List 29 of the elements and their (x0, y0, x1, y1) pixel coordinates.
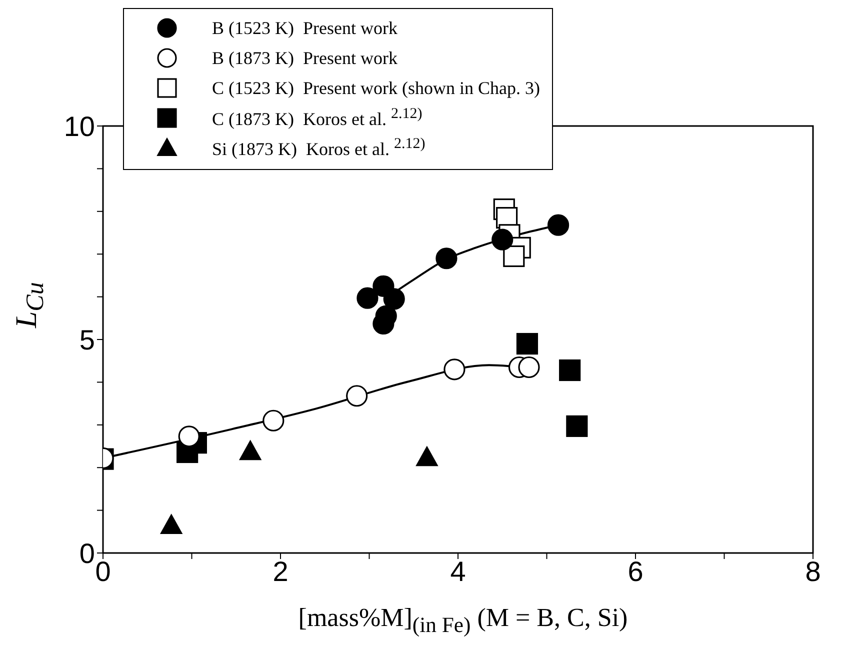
legend-label: C (1523 K) Present work (shown in Chap. 3) (212, 78, 540, 98)
point (518, 356, 540, 378)
point (416, 446, 438, 466)
point (566, 415, 588, 437)
point (160, 514, 182, 534)
point (492, 228, 514, 250)
legend-label: C (1873 K) Koros et al. $^{2.12)}$ (212, 106, 422, 130)
point (516, 332, 538, 355)
point (178, 426, 200, 448)
point (240, 440, 262, 460)
point (503, 245, 525, 268)
point (346, 385, 368, 407)
point (383, 288, 405, 310)
x-axis-title: [mass%M]$_{(in Fe)}$ (M = B, C, Si) (297, 603, 629, 638)
point (547, 214, 570, 236)
point (559, 359, 581, 382)
point (444, 358, 466, 380)
point (356, 287, 378, 309)
point (262, 410, 284, 432)
x-tick-label: 4 (450, 556, 466, 587)
y-tick-label: 10 (64, 110, 95, 142)
x-tick-label: 6 (628, 556, 644, 587)
legend-label: B (1523 K) Present work (212, 18, 398, 38)
legend-label: B (1873 K) Present work (212, 48, 398, 68)
point (436, 248, 458, 270)
legend-label: Si (1873 K) Koros et al. $^{2.12)}$ (212, 136, 426, 160)
x-tick-label: 2 (272, 556, 288, 587)
x-tick-label: 8 (805, 556, 821, 587)
y-tick-label: 5 (79, 324, 95, 356)
